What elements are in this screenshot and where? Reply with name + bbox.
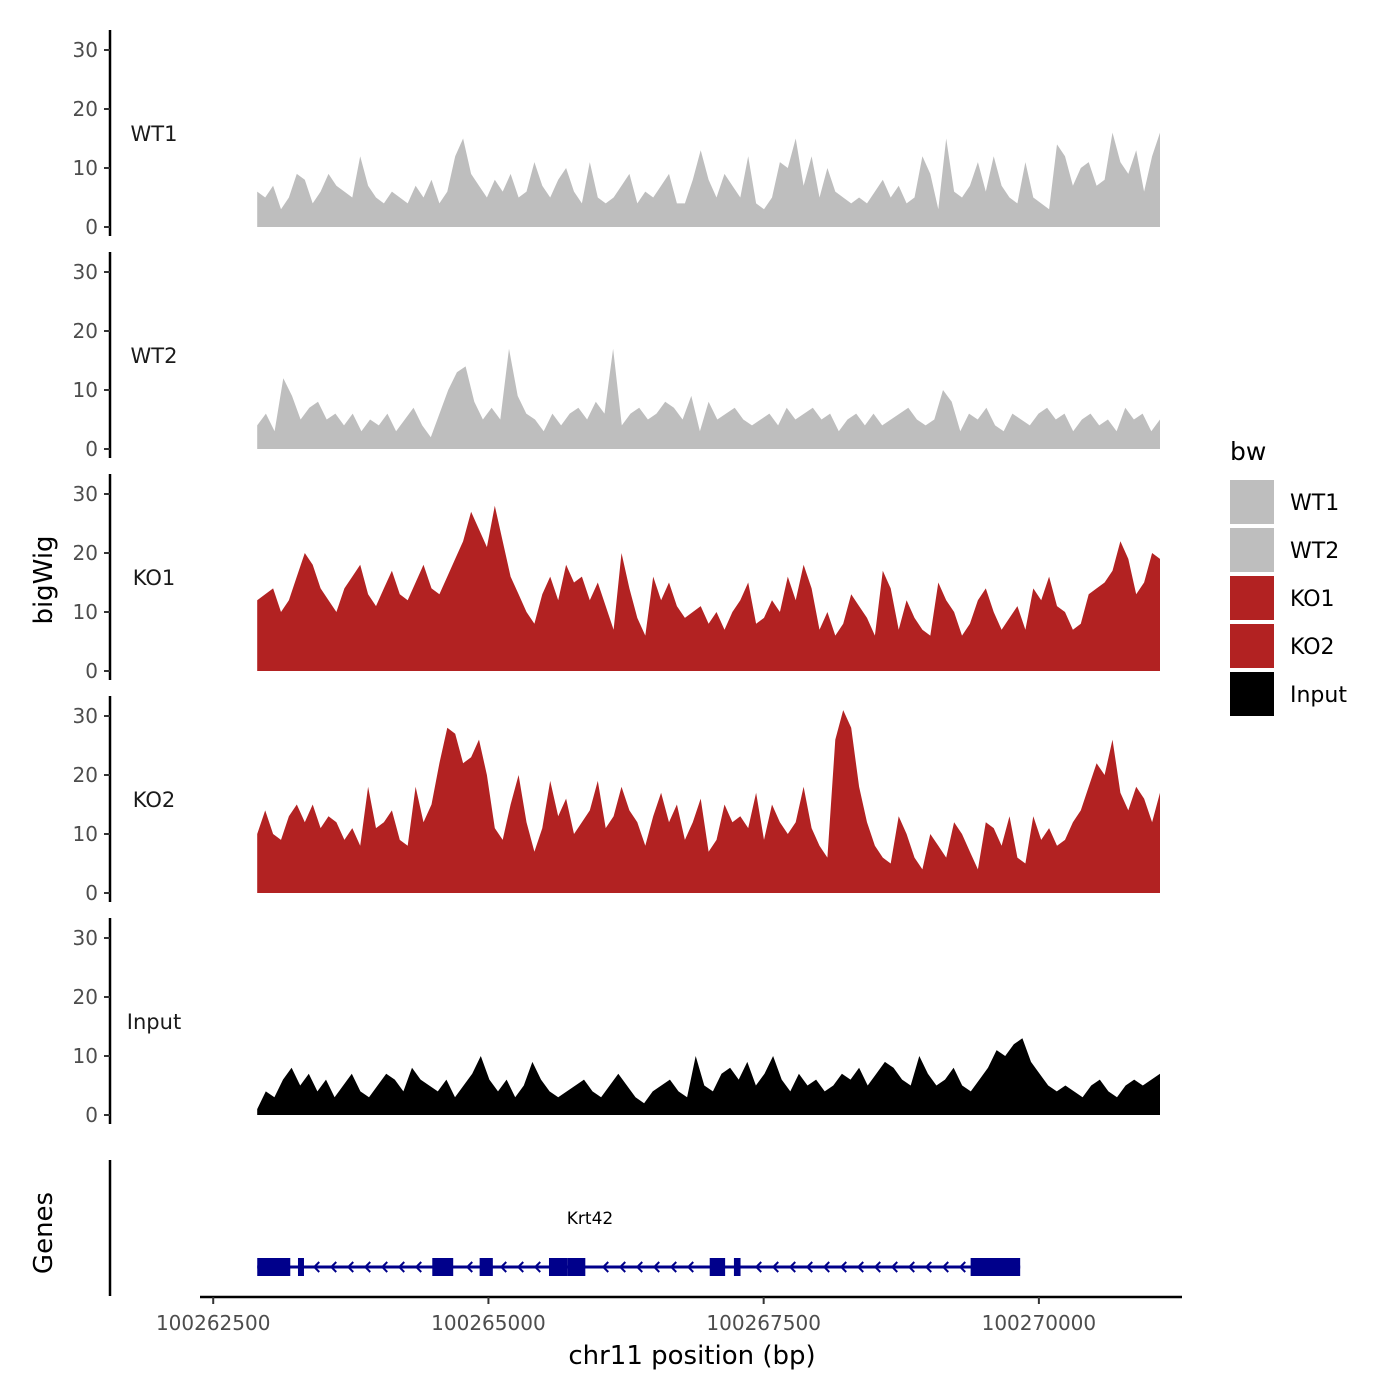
strand-arrow <box>465 1261 473 1273</box>
y-tick-label: 30 <box>73 926 98 950</box>
strand-arrow <box>924 1261 932 1273</box>
strand-arrow <box>890 1261 898 1273</box>
track-wt2: 0 10 20 30 WT2 <box>73 252 1160 461</box>
y-axis-title: bigWig <box>29 535 59 624</box>
exon <box>733 1258 741 1276</box>
strand-arrow <box>414 1261 422 1273</box>
y-tick-label: 10 <box>73 156 98 180</box>
y-tick-label: 30 <box>73 38 98 62</box>
strand-arrow <box>652 1261 660 1273</box>
legend-swatch-input <box>1230 672 1274 716</box>
x-axis: 100262500 100265000 100267500 100270000 <box>156 1295 1182 1335</box>
y-tick-label: 0 <box>85 659 98 683</box>
legend-label: WT2 <box>1290 539 1339 564</box>
legend-swatch-ko1 <box>1230 576 1274 620</box>
gene-name-label: Krt42 <box>567 1209 613 1229</box>
strand-arrow <box>907 1261 915 1273</box>
exon <box>257 1258 291 1276</box>
track-label: KO2 <box>133 788 176 812</box>
x-tick-label: 100270000 <box>982 1311 1097 1335</box>
y-tick-label: 10 <box>73 1044 98 1068</box>
x-tick-label: 100267500 <box>706 1311 821 1335</box>
y-tick-label: 20 <box>73 541 98 565</box>
legend-label: Input <box>1290 683 1347 708</box>
strand-arrow <box>601 1261 609 1273</box>
exon <box>970 1258 1021 1276</box>
strand-arrow <box>312 1261 320 1273</box>
strand-arrow <box>618 1261 626 1273</box>
strand-arrow <box>516 1261 524 1273</box>
legend-swatch-wt2 <box>1230 528 1274 572</box>
y-tick-label: 10 <box>73 600 98 624</box>
x-axis-title: chr11 position (bp) <box>568 1341 815 1371</box>
y-tick-label: 0 <box>85 881 98 905</box>
y-tick-label: 20 <box>73 319 98 343</box>
legend-title: bw <box>1230 437 1266 466</box>
y-tick-label: 30 <box>73 704 98 728</box>
coverage-area-ko2 <box>257 710 1160 893</box>
exon <box>567 1258 586 1276</box>
strand-arrow <box>958 1261 966 1273</box>
coverage-area-wt1 <box>257 132 1160 227</box>
strand-arrow <box>805 1261 813 1273</box>
coverage-area-ko1 <box>257 505 1160 671</box>
track-ko1: 0 10 20 30 KO1 <box>73 474 1160 683</box>
exon <box>297 1258 304 1276</box>
track-wt1: 0 10 20 30 WT1 <box>73 30 1160 239</box>
y-tick-label: 0 <box>85 1103 98 1127</box>
y-tick-label: 20 <box>73 97 98 121</box>
legend-label: KO1 <box>1290 587 1335 612</box>
y-tick-label: 0 <box>85 215 98 239</box>
track-input: 0 10 20 30 Input <box>73 918 1160 1127</box>
y-tick-label: 20 <box>73 985 98 1009</box>
strand-arrow <box>873 1261 881 1273</box>
track-label: KO1 <box>133 566 176 590</box>
strand-arrow <box>822 1261 830 1273</box>
coverage-tracks: 0 10 20 30 WT1 0 10 20 30 WT2 0 10 20 30 KO1 0 10 20 30 KO2… <box>73 30 1160 1127</box>
strand-arrow <box>856 1261 864 1273</box>
y-tick-label: 30 <box>73 260 98 284</box>
x-tick-label: 100262500 <box>156 1311 271 1335</box>
strand-arrow <box>346 1261 354 1273</box>
exon <box>548 1258 568 1276</box>
strand-arrow <box>669 1261 677 1273</box>
track-label: Input <box>127 1010 181 1034</box>
strand-arrow <box>499 1261 507 1273</box>
strand-arrow <box>635 1261 643 1273</box>
gene-panel: Krt42 <box>108 1160 1021 1296</box>
coverage-area-wt2 <box>257 348 1160 449</box>
track-ko2: 0 10 20 30 KO2 <box>73 696 1160 905</box>
strand-arrow <box>754 1261 762 1273</box>
y-tick-label: 10 <box>73 378 98 402</box>
exon <box>479 1258 493 1276</box>
y-tick-label: 20 <box>73 763 98 787</box>
legend: bw WT1 WT2 KO1 KO2 Input <box>1230 437 1347 716</box>
strand-arrow <box>771 1261 779 1273</box>
gene-krt42: Krt42 <box>257 1209 1021 1276</box>
strand-arrow <box>380 1261 388 1273</box>
strand-arrow <box>839 1261 847 1273</box>
y-tick-label: 0 <box>85 437 98 461</box>
exon <box>709 1258 726 1276</box>
legend-label: KO2 <box>1290 635 1335 660</box>
strand-arrow <box>533 1261 541 1273</box>
legend-swatch-wt1 <box>1230 480 1274 524</box>
track-label: WT1 <box>131 122 178 146</box>
strand-arrow <box>363 1261 371 1273</box>
y-tick-label: 30 <box>73 482 98 506</box>
track-label: WT2 <box>131 344 178 368</box>
strand-arrow <box>686 1261 694 1273</box>
coverage-area-input <box>257 1038 1160 1115</box>
legend-label: WT1 <box>1290 491 1339 516</box>
y-tick-label: 10 <box>73 822 98 846</box>
genes-axis-title: Genes <box>29 1192 59 1274</box>
legend-swatch-ko2 <box>1230 624 1274 668</box>
strand-arrow <box>329 1261 337 1273</box>
strand-arrow <box>397 1261 405 1273</box>
strand-arrow <box>941 1261 949 1273</box>
exon <box>432 1258 454 1276</box>
strand-arrow <box>788 1261 796 1273</box>
x-tick-label: 100265000 <box>431 1311 546 1335</box>
